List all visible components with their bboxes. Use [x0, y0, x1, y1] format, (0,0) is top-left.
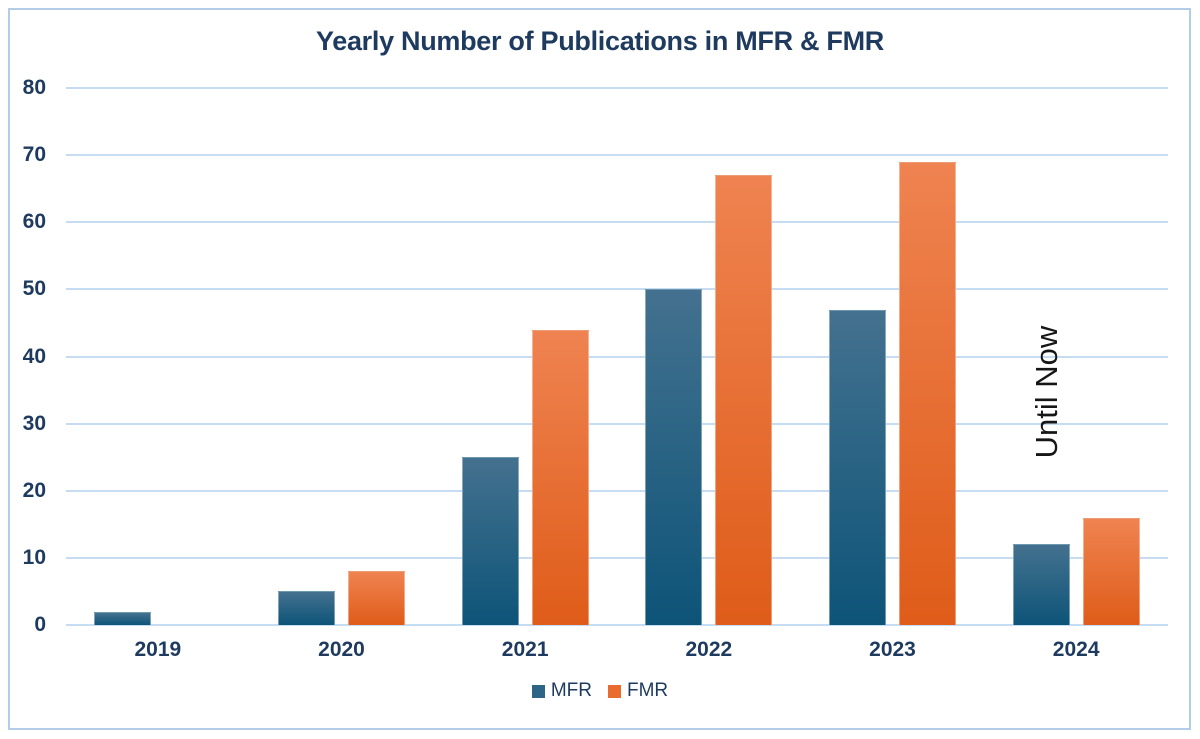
gridline-40 — [66, 355, 1168, 358]
bar-fmr-2020 — [348, 571, 405, 625]
legend-swatch-mfr — [531, 684, 545, 698]
y-tick-label-0: 0 — [34, 613, 46, 636]
gridline-20 — [66, 489, 1168, 492]
bar-mfr-2022 — [645, 289, 703, 625]
bar-mfr-2020 — [278, 591, 335, 625]
bar-fmr-2024 — [1082, 517, 1140, 625]
gridline-30 — [66, 422, 1168, 425]
y-tick-label-30: 30 — [22, 411, 46, 435]
annotation-until-now: Until Now — [1029, 325, 1064, 459]
legend-item-mfr: MFR — [531, 680, 592, 702]
gridline-70 — [66, 154, 1168, 157]
bar-fmr-2021 — [531, 329, 589, 625]
y-tick-label-50: 50 — [22, 277, 46, 301]
chart-title: Yearly Number of Publications in MFR & F… — [316, 26, 884, 56]
y-tick-label-40: 40 — [22, 344, 46, 368]
legend-swatch-fmr — [608, 684, 621, 698]
bar-fmr-2022 — [715, 175, 773, 625]
gridline-50 — [66, 288, 1168, 291]
x-axis-label-2023: 2023 — [869, 638, 916, 661]
y-tick-label-60: 60 — [22, 210, 46, 234]
x-axis-label-2024: 2024 — [1052, 638, 1100, 661]
y-tick-label-80: 80 — [22, 76, 46, 99]
y-tick-label-70: 70 — [22, 143, 46, 167]
bar-mfr-2023 — [829, 309, 886, 625]
bar-mfr-2021 — [461, 457, 519, 625]
x-axis-label-2019: 2019 — [134, 638, 182, 661]
gridline-10 — [66, 556, 1168, 559]
legend-item-fmr: FMR — [608, 680, 668, 702]
legend-label-mfr: MFR — [550, 680, 592, 701]
bar-mfr-2024 — [1012, 544, 1070, 625]
bar-mfr-2019 — [94, 611, 152, 625]
x-axis-label-2020: 2020 — [318, 638, 365, 661]
x-axis-label-2021: 2021 — [501, 638, 549, 661]
gridline-0 — [66, 624, 1168, 626]
gridline-80 — [66, 87, 1168, 89]
bar-fmr-2023 — [899, 161, 956, 625]
legend: MFR FMR — [0, 680, 1200, 702]
y-tick-label-20: 20 — [22, 478, 46, 502]
legend-label-fmr: FMR — [627, 680, 669, 701]
gridline-60 — [66, 221, 1168, 224]
y-tick-label-10: 10 — [22, 545, 46, 569]
x-axis-label-2022: 2022 — [685, 638, 733, 661]
